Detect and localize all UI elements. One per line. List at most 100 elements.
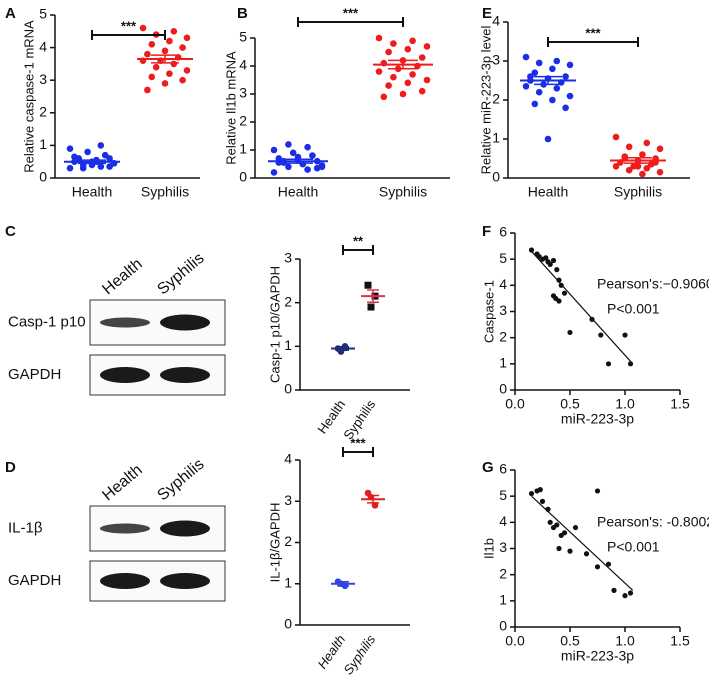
- lane-label: Health: [99, 256, 145, 299]
- data-point: [547, 519, 553, 525]
- y-tick-label: 6: [499, 224, 507, 240]
- y-tick-label: 0: [284, 616, 292, 632]
- data-point: [313, 164, 321, 172]
- data-point: [543, 255, 549, 261]
- data-point: [553, 295, 559, 302]
- data-point: [656, 168, 664, 176]
- data-point: [537, 487, 543, 493]
- error-bar: [367, 494, 379, 504]
- annotation: Pearson's:−0.9060: [597, 276, 709, 292]
- data-point: [97, 142, 105, 149]
- data-point: [139, 24, 147, 32]
- y-tick-label: 0: [492, 169, 500, 185]
- data-point: [583, 551, 590, 557]
- y-tick-label: 4: [499, 513, 507, 529]
- row-label: IL-1β: [8, 519, 43, 536]
- row-label: GAPDH: [8, 366, 61, 383]
- data-point: [304, 166, 311, 173]
- data-point: [309, 152, 316, 159]
- data-point: [418, 54, 426, 61]
- data-point: [304, 143, 311, 151]
- y-tick-label: 6: [499, 461, 507, 477]
- data-point: [161, 80, 169, 87]
- blot-band: [100, 367, 150, 383]
- data-point: [567, 329, 573, 336]
- x-tick-label: 0.5: [560, 633, 580, 649]
- data-point: [562, 73, 569, 80]
- x-tick-label: 1.5: [670, 633, 690, 649]
- data-point: [544, 135, 552, 143]
- row-label: Casp-1 p10: [8, 313, 86, 330]
- data-point: [611, 587, 617, 593]
- data-point: [594, 488, 601, 494]
- data-point: [166, 37, 173, 45]
- y-tick-label: 1: [499, 592, 507, 608]
- y-tick-label: 2: [284, 293, 292, 309]
- panel-letter: G: [482, 459, 494, 476]
- lane-label: Health: [99, 462, 145, 505]
- row-label: GAPDH: [8, 572, 61, 589]
- data-point: [528, 490, 535, 497]
- y-tick-label: 2: [492, 91, 500, 107]
- panel-letter: E: [482, 5, 492, 22]
- blot-band: [100, 523, 150, 534]
- data-point: [528, 247, 535, 253]
- data-point: [170, 28, 178, 35]
- data-point: [625, 166, 633, 174]
- data-point: [183, 34, 191, 42]
- data-point: [634, 163, 642, 170]
- y-tick-label: 5: [499, 250, 507, 266]
- significance-bracket: [297, 17, 404, 27]
- y-tick-label: 4: [239, 57, 247, 73]
- data-point: [643, 139, 651, 147]
- y-tick-label: 1: [284, 574, 292, 590]
- data-point: [364, 281, 372, 289]
- data-point: [627, 590, 634, 596]
- significance-label: ***: [585, 25, 601, 40]
- data-point: [556, 545, 562, 552]
- data-point: [270, 169, 278, 176]
- data-point: [371, 502, 379, 509]
- data-point: [572, 524, 579, 531]
- y-axis-label: Caspase-1: [481, 280, 496, 343]
- y-tick-label: 4: [492, 13, 500, 29]
- data-point: [84, 148, 91, 156]
- y-tick-label: 0: [39, 169, 47, 185]
- y-tick-label: 2: [499, 565, 507, 581]
- data-point: [535, 88, 543, 96]
- blot-band: [100, 317, 150, 328]
- data-point: [605, 561, 612, 567]
- data-point: [550, 257, 557, 264]
- y-tick-label: 3: [499, 302, 507, 318]
- x-tick-label: 0.0: [505, 396, 525, 412]
- y-tick-label: 1: [492, 130, 500, 146]
- panel-letter: D: [5, 459, 16, 476]
- y-tick-label: 4: [39, 38, 47, 54]
- data-point: [106, 163, 113, 170]
- data-point: [531, 100, 539, 108]
- data-point: [556, 277, 562, 283]
- x-axis-label: miR-223-3p: [561, 648, 634, 664]
- data-point: [404, 79, 412, 87]
- data-point: [144, 50, 151, 58]
- x-tick-label: Health: [528, 184, 568, 200]
- y-tick-label: 2: [239, 113, 247, 129]
- error-bar: [388, 59, 418, 70]
- lane-label: Syphilis: [154, 456, 207, 504]
- data-point: [561, 530, 568, 536]
- panel-letter: B: [237, 5, 248, 22]
- data-point: [179, 44, 186, 51]
- significance-bracket: [342, 245, 374, 255]
- x-tick-label: 1.0: [615, 396, 635, 412]
- data-point: [285, 141, 292, 148]
- data-point: [289, 149, 297, 157]
- error-bar: [337, 346, 349, 352]
- data-point: [622, 593, 628, 599]
- y-tick-label: 1: [499, 355, 507, 371]
- data-point: [409, 37, 416, 45]
- data-point: [380, 93, 388, 101]
- data-point: [66, 164, 74, 172]
- error-bar: [534, 75, 562, 86]
- data-point: [179, 76, 186, 84]
